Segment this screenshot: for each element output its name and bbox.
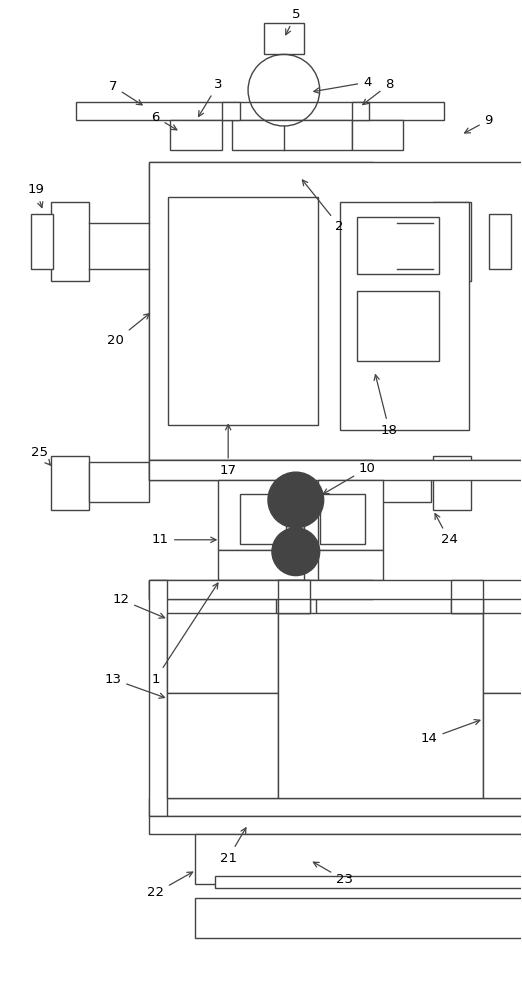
Bar (483, 693, 522, 798)
Text: 24: 24 (435, 514, 457, 546)
Bar (149, 162, 522, 460)
Bar (232, 120, 351, 150)
Bar (169, 197, 318, 425)
Bar (319, 494, 365, 544)
Bar (149, 460, 373, 480)
Text: 6: 6 (151, 111, 177, 130)
Bar (351, 120, 403, 150)
Bar (149, 798, 522, 816)
Text: 17: 17 (220, 425, 236, 477)
Bar (195, 898, 522, 938)
Bar (483, 613, 522, 693)
Bar (149, 162, 373, 460)
Bar (264, 23, 304, 54)
Bar (372, 462, 431, 502)
Text: 21: 21 (220, 828, 246, 865)
Bar (51, 202, 89, 281)
Bar (358, 291, 439, 361)
Bar (31, 214, 53, 269)
Text: 7: 7 (109, 80, 142, 105)
Text: 2: 2 (302, 180, 344, 233)
Bar (222, 102, 240, 120)
Bar (149, 580, 373, 599)
Bar (167, 613, 278, 693)
Text: 20: 20 (108, 314, 149, 347)
Bar (451, 599, 483, 613)
Bar (167, 693, 278, 798)
Bar (489, 214, 511, 269)
Bar (89, 462, 149, 502)
Text: 10: 10 (323, 462, 376, 494)
Bar (218, 550, 304, 580)
Text: 3: 3 (198, 78, 222, 116)
Text: 5: 5 (286, 8, 300, 35)
Bar (76, 102, 444, 120)
Bar (149, 460, 522, 480)
Bar (433, 202, 471, 281)
Bar (318, 550, 383, 580)
Bar (278, 599, 310, 613)
Bar (149, 580, 167, 816)
Bar (358, 217, 439, 274)
Bar (171, 120, 222, 150)
Bar (218, 480, 304, 550)
Bar (451, 580, 483, 613)
Bar (240, 494, 286, 544)
Bar (276, 580, 316, 769)
Text: 8: 8 (363, 78, 394, 105)
Bar (51, 456, 89, 510)
Bar (278, 580, 310, 613)
Bar (195, 834, 522, 884)
Text: 4: 4 (314, 76, 372, 93)
Text: 25: 25 (31, 446, 50, 465)
Bar (215, 876, 522, 888)
Text: 11: 11 (152, 533, 216, 546)
Bar (340, 202, 469, 430)
Bar (149, 580, 522, 599)
Text: 14: 14 (421, 720, 480, 745)
Circle shape (268, 472, 324, 528)
Circle shape (272, 528, 319, 576)
Text: 1: 1 (151, 583, 218, 686)
Bar (351, 102, 370, 120)
Text: 13: 13 (104, 673, 164, 698)
Text: 22: 22 (147, 872, 193, 899)
Bar (433, 456, 471, 510)
Bar (318, 480, 383, 550)
Text: 12: 12 (112, 593, 164, 618)
Text: 19: 19 (28, 183, 45, 208)
Bar (278, 613, 483, 798)
Text: 9: 9 (465, 114, 493, 133)
Text: 23: 23 (313, 862, 353, 886)
Text: 18: 18 (374, 375, 398, 437)
Bar (149, 816, 522, 834)
